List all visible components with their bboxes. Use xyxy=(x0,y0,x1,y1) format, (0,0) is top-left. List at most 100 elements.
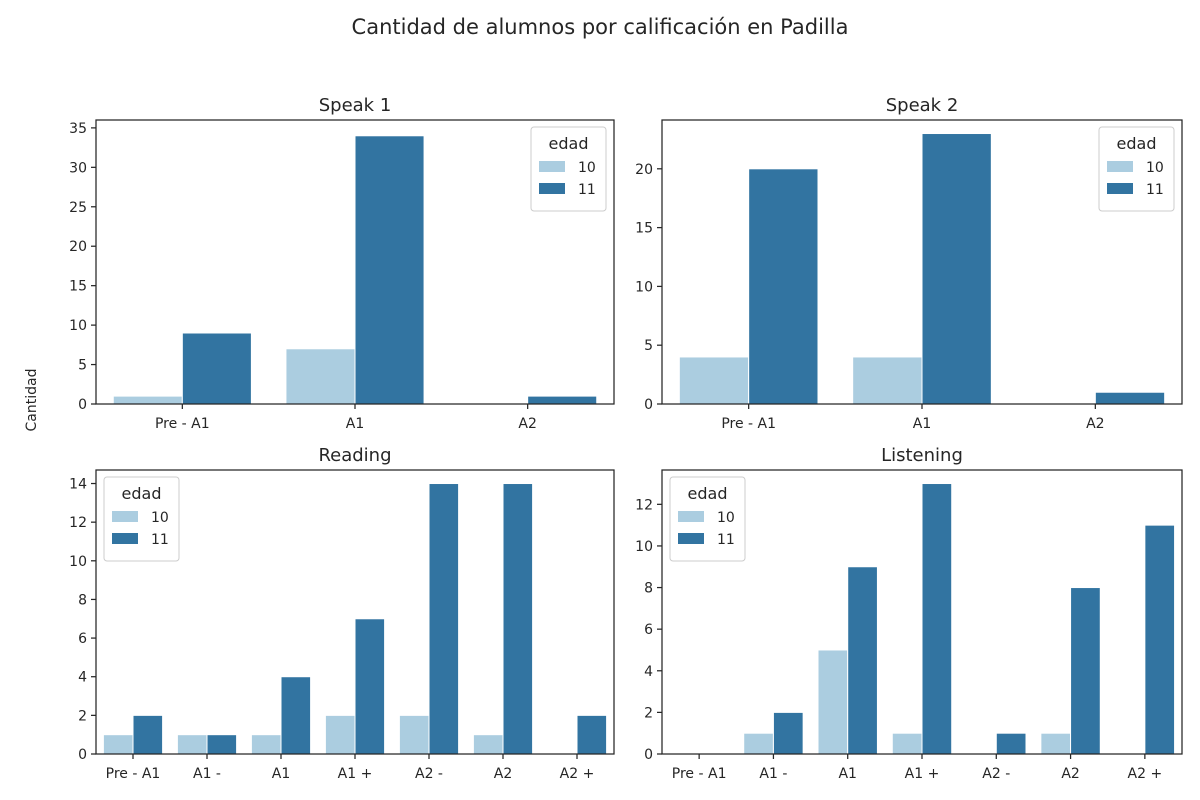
bar xyxy=(181,332,252,405)
y-tick-label: 15 xyxy=(635,221,653,237)
legend: edad 10 11 xyxy=(530,126,607,212)
x-tick-label: A2 xyxy=(1086,416,1104,432)
x-tick-label: A2 + xyxy=(1128,766,1163,782)
y-tick-label: 20 xyxy=(69,239,87,255)
legend-swatch xyxy=(539,183,565,194)
subplot-title: Reading xyxy=(318,445,391,466)
y-tick-label: 8 xyxy=(644,581,653,597)
x-tick-label: A1 xyxy=(913,416,931,432)
bar xyxy=(250,734,282,755)
bar xyxy=(1144,524,1176,755)
x-tick-label: A2 xyxy=(518,416,536,432)
bar xyxy=(176,734,208,755)
legend-swatch xyxy=(678,511,704,522)
y-tick-label: 25 xyxy=(69,200,87,216)
y-tick-label: 5 xyxy=(644,338,653,354)
y-tick-label: 4 xyxy=(78,670,87,686)
y-tick-label: 4 xyxy=(644,664,653,680)
legend-entry-label: 11 xyxy=(151,532,169,548)
bar xyxy=(132,714,164,755)
chart-panel: 0 2 4 6 8 10 12 14 Pre - A1 A1 - A1 A1 + A2 - A2 A2 + R… xyxy=(69,445,615,782)
bar xyxy=(1040,732,1072,755)
bar xyxy=(817,649,849,755)
bar xyxy=(772,711,804,755)
legend-entry-label: 10 xyxy=(151,510,169,526)
bar xyxy=(398,714,430,755)
bar xyxy=(1094,391,1166,405)
legend-title: edad xyxy=(549,134,589,153)
subplot-title: Listening xyxy=(881,445,963,466)
bar xyxy=(1070,587,1101,755)
y-tick-label: 10 xyxy=(635,279,653,295)
y-tick-label: 20 xyxy=(635,162,653,178)
bar xyxy=(921,483,953,755)
legend-entry-label: 10 xyxy=(578,160,596,176)
y-tick-label: 6 xyxy=(644,622,653,638)
legend-swatch xyxy=(678,533,704,544)
y-tick-label: 6 xyxy=(78,631,87,647)
x-tick-label: A1 - xyxy=(193,766,221,782)
bar xyxy=(995,732,1027,755)
y-tick-label: 12 xyxy=(635,497,653,513)
bar xyxy=(428,483,460,755)
legend-title: edad xyxy=(1117,134,1157,153)
chart-panel: 0 2 4 6 8 10 12 Pre - A1 A1 - A1 A1 + A2 - A2 A2 + Lis… xyxy=(635,445,1183,782)
x-tick-label: Pre - A1 xyxy=(155,416,210,432)
bar xyxy=(852,356,923,405)
legend-entry-label: 10 xyxy=(717,510,735,526)
bar xyxy=(527,395,598,405)
y-tick-label: 12 xyxy=(69,515,87,531)
legend-swatch xyxy=(1107,183,1133,194)
bar xyxy=(280,676,312,755)
x-tick-label: Pre - A1 xyxy=(106,766,161,782)
chart-panel: 0 5 10 15 20 25 30 35 Pre - A1 A1 A2 Speak 1 edad 10 1… xyxy=(69,95,615,432)
x-tick-label: A2 xyxy=(1061,766,1079,782)
bar xyxy=(678,356,750,405)
bar xyxy=(748,168,819,405)
subplot-title: Speak 2 xyxy=(886,95,959,116)
y-tick-label: 0 xyxy=(644,397,653,413)
y-axis-label: Cantidad xyxy=(24,369,40,432)
bar xyxy=(921,133,992,405)
y-tick-label: 2 xyxy=(644,705,653,721)
bar xyxy=(502,483,534,755)
bar xyxy=(891,732,923,755)
y-tick-label: 8 xyxy=(78,592,87,608)
x-tick-label: A1 - xyxy=(759,766,787,782)
bar xyxy=(112,395,183,405)
bar xyxy=(576,714,608,755)
y-tick-label: 0 xyxy=(78,397,87,413)
chart-panel: 0 5 10 15 20 Pre - A1 A1 A2 Speak 2 edad 10 11 xyxy=(635,95,1183,432)
bar xyxy=(354,618,386,755)
legend-swatch xyxy=(1107,161,1133,172)
legend-swatch xyxy=(112,533,138,544)
x-tick-label: A1 + xyxy=(905,766,940,782)
x-tick-label: Pre - A1 xyxy=(721,416,776,432)
legend-title: edad xyxy=(688,484,728,503)
y-tick-label: 14 xyxy=(69,477,87,493)
bar xyxy=(472,734,504,755)
y-tick-label: 0 xyxy=(644,747,653,763)
y-tick-label: 35 xyxy=(69,121,87,137)
y-tick-label: 15 xyxy=(69,279,87,295)
legend-entry-label: 11 xyxy=(1146,182,1164,198)
bar xyxy=(847,566,878,755)
bar xyxy=(354,135,425,405)
x-tick-label: A2 + xyxy=(560,766,595,782)
bar xyxy=(324,714,356,755)
y-tick-label: 30 xyxy=(69,160,87,176)
legend-title: edad xyxy=(122,484,162,503)
legend: edad 10 11 xyxy=(1098,126,1175,212)
x-tick-label: A1 xyxy=(272,766,290,782)
bar xyxy=(206,734,238,755)
x-tick-label: A1 + xyxy=(338,766,373,782)
y-tick-label: 5 xyxy=(78,358,87,374)
legend-entry-label: 11 xyxy=(578,182,596,198)
x-tick-label: A1 xyxy=(838,766,856,782)
x-tick-label: A2 - xyxy=(415,766,443,782)
subplot-title: Speak 1 xyxy=(319,95,392,116)
legend-swatch xyxy=(112,511,138,522)
x-tick-label: Pre - A1 xyxy=(672,766,727,782)
